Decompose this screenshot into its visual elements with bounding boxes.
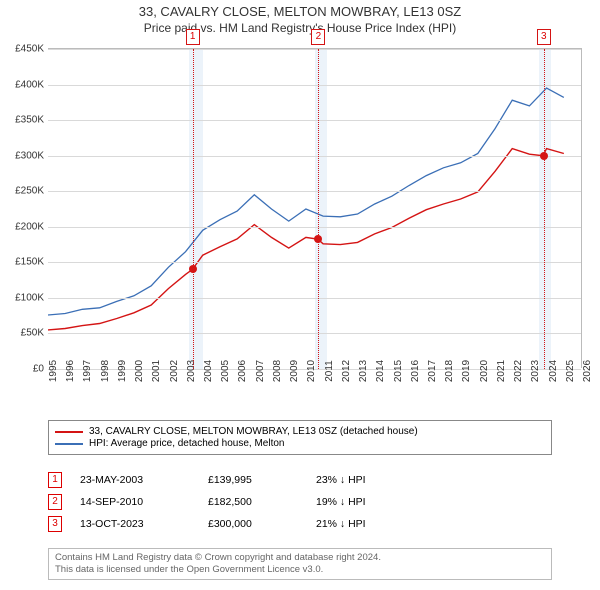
- event-marker: 1: [186, 29, 200, 45]
- event-vline: [318, 49, 319, 369]
- title-subtitle: Price paid vs. HM Land Registry's House …: [0, 21, 600, 35]
- gridline-h: [48, 298, 581, 299]
- event-row: 2 14-SEP-2010 £182,500 19% ↓ HPI: [48, 494, 552, 510]
- footnote-line: This data is licensed under the Open Gov…: [55, 564, 545, 576]
- event-list: 1 23-MAY-2003 £139,995 23% ↓ HPI 2 14-SEP-201…: [48, 466, 552, 538]
- x-axis-label: 2009: [289, 360, 300, 382]
- x-axis-label: 2018: [444, 360, 455, 382]
- x-axis-label: 2022: [513, 360, 524, 382]
- x-axis-label: 2016: [410, 360, 421, 382]
- y-axis-label: £350K: [15, 115, 44, 126]
- x-axis-label: 2023: [530, 360, 541, 382]
- chart-container: 33, CAVALRY CLOSE, MELTON MOWBRAY, LE13 …: [0, 0, 600, 590]
- event-price: £300,000: [208, 518, 298, 530]
- gridline-h: [48, 191, 581, 192]
- footnote-box: Contains HM Land Registry data © Crown c…: [48, 548, 552, 580]
- legend-label: 33, CAVALRY CLOSE, MELTON MOWBRAY, LE13 …: [89, 426, 418, 437]
- gridline-h: [48, 156, 581, 157]
- event-number-box: 1: [48, 472, 62, 488]
- event-price: £182,500: [208, 496, 298, 508]
- x-axis-label: 2015: [393, 360, 404, 382]
- x-axis-label: 2003: [186, 360, 197, 382]
- event-row: 3 13-OCT-2023 £300,000 21% ↓ HPI: [48, 516, 552, 532]
- event-vline: [193, 49, 194, 369]
- event-delta: 19% ↓ HPI: [316, 496, 366, 508]
- x-axis-label: 2000: [134, 360, 145, 382]
- event-price: £139,995: [208, 474, 298, 486]
- y-axis-label: £250K: [15, 186, 44, 197]
- y-axis-label: £300K: [15, 150, 44, 161]
- x-axis-label: 2008: [272, 360, 283, 382]
- x-axis-label: 1999: [117, 360, 128, 382]
- x-axis-label: 2020: [479, 360, 490, 382]
- event-row: 1 23-MAY-2003 £139,995 23% ↓ HPI: [48, 472, 552, 488]
- y-axis-label: £50K: [21, 328, 44, 339]
- x-axis-label: 2019: [461, 360, 472, 382]
- event-date: 23-MAY-2003: [80, 474, 190, 486]
- gridline-h: [48, 227, 581, 228]
- event-dot: [189, 265, 197, 273]
- chart-area: £0£50K£100K£150K£200K£250K£300K£350K£400…: [48, 48, 582, 408]
- title-block: 33, CAVALRY CLOSE, MELTON MOWBRAY, LE13 …: [0, 0, 600, 37]
- x-axis-label: 1995: [48, 360, 59, 382]
- line-series-svg: [48, 49, 581, 369]
- y-axis-label: £450K: [15, 44, 44, 55]
- legend-item: 33, CAVALRY CLOSE, MELTON MOWBRAY, LE13 …: [55, 426, 545, 437]
- x-axis-label: 2024: [548, 360, 559, 382]
- y-axis-label: £400K: [15, 79, 44, 90]
- y-axis-label: £0: [33, 364, 44, 375]
- legend-box: 33, CAVALRY CLOSE, MELTON MOWBRAY, LE13 …: [48, 420, 552, 455]
- event-dot: [314, 235, 322, 243]
- title-address: 33, CAVALRY CLOSE, MELTON MOWBRAY, LE13 …: [0, 4, 600, 19]
- legend-label: HPI: Average price, detached house, Melt…: [89, 438, 285, 449]
- x-axis-label: 2025: [565, 360, 576, 382]
- legend-swatch: [55, 443, 83, 445]
- x-axis-label: 1996: [65, 360, 76, 382]
- gridline-h: [48, 120, 581, 121]
- gridline-h: [48, 333, 581, 334]
- y-axis-label: £200K: [15, 221, 44, 232]
- gridline-h: [48, 262, 581, 263]
- gridline-h: [48, 85, 581, 86]
- event-number-box: 3: [48, 516, 62, 532]
- x-axis-label: 2007: [255, 360, 266, 382]
- x-axis-label: 2005: [220, 360, 231, 382]
- footnote-line: Contains HM Land Registry data © Crown c…: [55, 552, 545, 564]
- x-axis-label: 2001: [151, 360, 162, 382]
- x-axis-label: 1997: [82, 360, 93, 382]
- event-delta: 23% ↓ HPI: [316, 474, 366, 486]
- y-axis-label: £100K: [15, 292, 44, 303]
- event-delta: 21% ↓ HPI: [316, 518, 366, 530]
- x-axis-label: 2012: [341, 360, 352, 382]
- x-axis-label: 2026: [582, 360, 593, 382]
- x-axis-label: 2004: [203, 360, 214, 382]
- x-axis-label: 2011: [324, 360, 335, 382]
- event-date: 14-SEP-2010: [80, 496, 190, 508]
- x-axis-label: 1998: [100, 360, 111, 382]
- x-axis-label: 2013: [358, 360, 369, 382]
- x-axis-label: 2021: [496, 360, 507, 382]
- gridline-h: [48, 49, 581, 50]
- x-axis-label: 2010: [306, 360, 317, 382]
- x-axis-label: 2006: [237, 360, 248, 382]
- y-axis-label: £150K: [15, 257, 44, 268]
- series-hpi: [48, 88, 564, 315]
- legend-item: HPI: Average price, detached house, Melt…: [55, 438, 545, 449]
- event-date: 13-OCT-2023: [80, 518, 190, 530]
- x-axis-label: 2002: [169, 360, 180, 382]
- plot-area: £0£50K£100K£150K£200K£250K£300K£350K£400…: [48, 48, 582, 368]
- event-vline: [544, 49, 545, 369]
- legend-swatch: [55, 431, 83, 433]
- x-axis-label: 2017: [427, 360, 438, 382]
- event-number-box: 2: [48, 494, 62, 510]
- event-marker: 2: [311, 29, 325, 45]
- series-property: [48, 149, 564, 330]
- event-dot: [540, 152, 548, 160]
- x-axis-label: 2014: [375, 360, 386, 382]
- event-marker: 3: [537, 29, 551, 45]
